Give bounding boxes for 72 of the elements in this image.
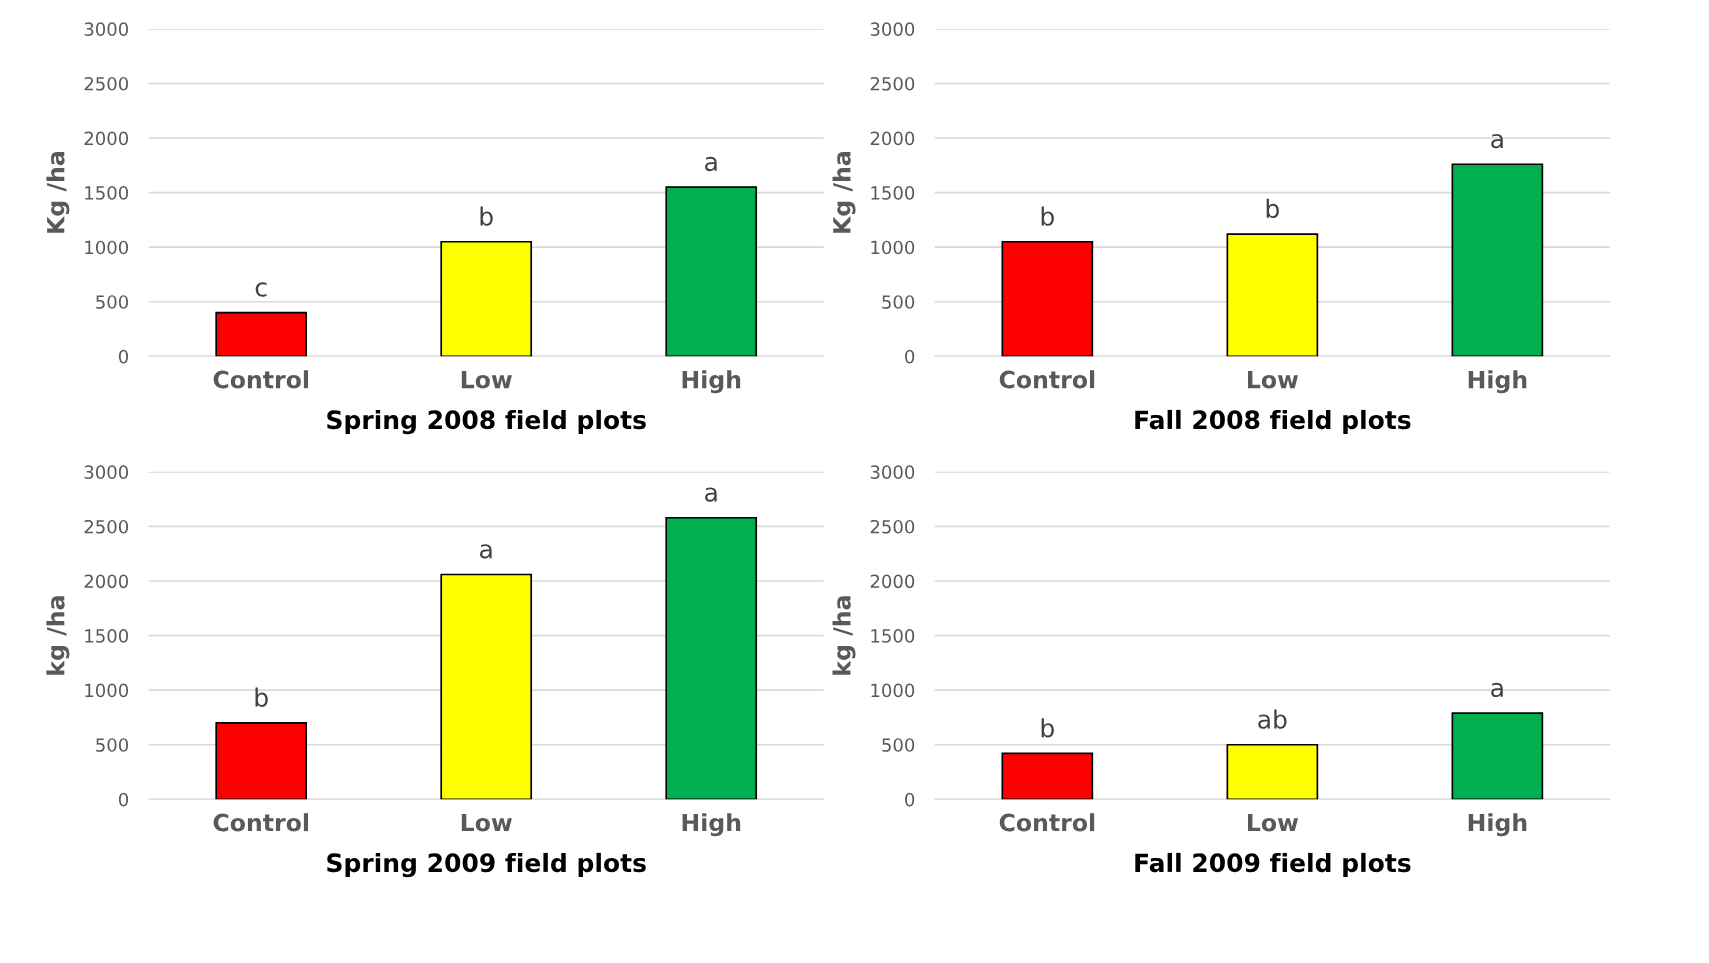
annotation: b <box>1266 198 1279 219</box>
y-tick-label: 500 <box>882 738 915 752</box>
x-tick-label: High <box>1468 370 1527 394</box>
bar <box>440 573 533 800</box>
bar <box>1001 240 1094 357</box>
y-tick-label: 0 <box>905 349 915 364</box>
x-axis-title: Spring 2009 field plots <box>327 852 646 878</box>
x-axis-title: Fall 2008 field plots <box>1135 409 1411 435</box>
annotation: b <box>480 206 493 226</box>
y-tick-label: 3000 <box>84 22 129 37</box>
annotation: a <box>705 487 717 502</box>
annotation: b <box>1041 718 1054 738</box>
annotation: ab <box>1258 709 1287 729</box>
y-tick-label: 2000 <box>870 131 915 146</box>
x-tick-label: Control <box>999 370 1095 389</box>
annotation: a <box>1491 682 1503 698</box>
x-tick-label: Control <box>213 370 309 389</box>
bar <box>665 516 758 800</box>
bar <box>1226 743 1319 800</box>
y-tick-label: 1000 <box>871 240 915 255</box>
y-tick-label: 3000 <box>870 465 915 479</box>
y-axis-title: Kg /ha <box>46 152 70 233</box>
y-tick-label: 500 <box>882 295 915 309</box>
y-axis-title: Kg /ha <box>832 152 856 233</box>
annotation: a <box>480 544 492 559</box>
y-tick-label: 1500 <box>85 186 129 200</box>
y-tick-label: 3000 <box>870 22 915 37</box>
y-axis-title: kg /ha <box>46 596 70 675</box>
x-tick-label: Low <box>461 813 512 832</box>
bar <box>440 240 533 357</box>
y-tick-label: 1000 <box>871 683 915 698</box>
annotation: b <box>255 687 268 707</box>
x-tick-label: Low <box>461 370 512 389</box>
y-tick-label: 2000 <box>84 574 129 589</box>
x-tick-label: Low <box>1247 370 1299 389</box>
y-tick-label: 0 <box>118 792 129 807</box>
x-tick-label: Control <box>999 813 1095 832</box>
y-tick-label: 1500 <box>871 186 915 200</box>
annotation: a <box>1491 133 1503 149</box>
y-tick-label: 1500 <box>85 629 129 643</box>
y-tick-label: 1500 <box>871 629 915 643</box>
x-tick-label: Low <box>1247 813 1299 832</box>
bar <box>215 311 308 357</box>
y-tick-label: 1000 <box>85 683 129 698</box>
bar <box>1451 163 1544 357</box>
bar <box>1001 752 1094 800</box>
y-tick-label: 2000 <box>870 574 915 589</box>
y-tick-label: 2500 <box>84 76 129 91</box>
y-tick-label: 3000 <box>84 465 129 479</box>
y-tick-label: 2500 <box>84 519 129 534</box>
bar <box>1226 233 1319 357</box>
x-axis-title: Fall 2009 field plots <box>1135 852 1411 878</box>
y-tick-label: 2000 <box>84 131 129 146</box>
x-tick-label: High <box>1468 813 1527 837</box>
bar <box>215 722 308 800</box>
x-tick-label: High <box>682 813 741 837</box>
y-tick-label: 500 <box>96 295 129 309</box>
y-tick-label: 0 <box>905 792 915 807</box>
x-axis-title: Spring 2008 field plots <box>327 409 646 435</box>
y-tick-label: 2500 <box>870 76 915 91</box>
annotation: a <box>705 156 717 172</box>
y-axis-title: kg /ha <box>832 596 856 675</box>
y-tick-label: 2500 <box>870 519 915 534</box>
bar <box>1451 712 1544 800</box>
bar <box>665 186 758 357</box>
y-tick-label: 0 <box>118 349 129 364</box>
x-tick-label: High <box>682 370 741 394</box>
y-tick-label: 1000 <box>85 240 129 255</box>
annotation: c <box>255 282 267 297</box>
annotation: b <box>1041 206 1054 226</box>
x-tick-label: Control <box>213 813 309 832</box>
y-tick-label: 500 <box>96 738 129 752</box>
